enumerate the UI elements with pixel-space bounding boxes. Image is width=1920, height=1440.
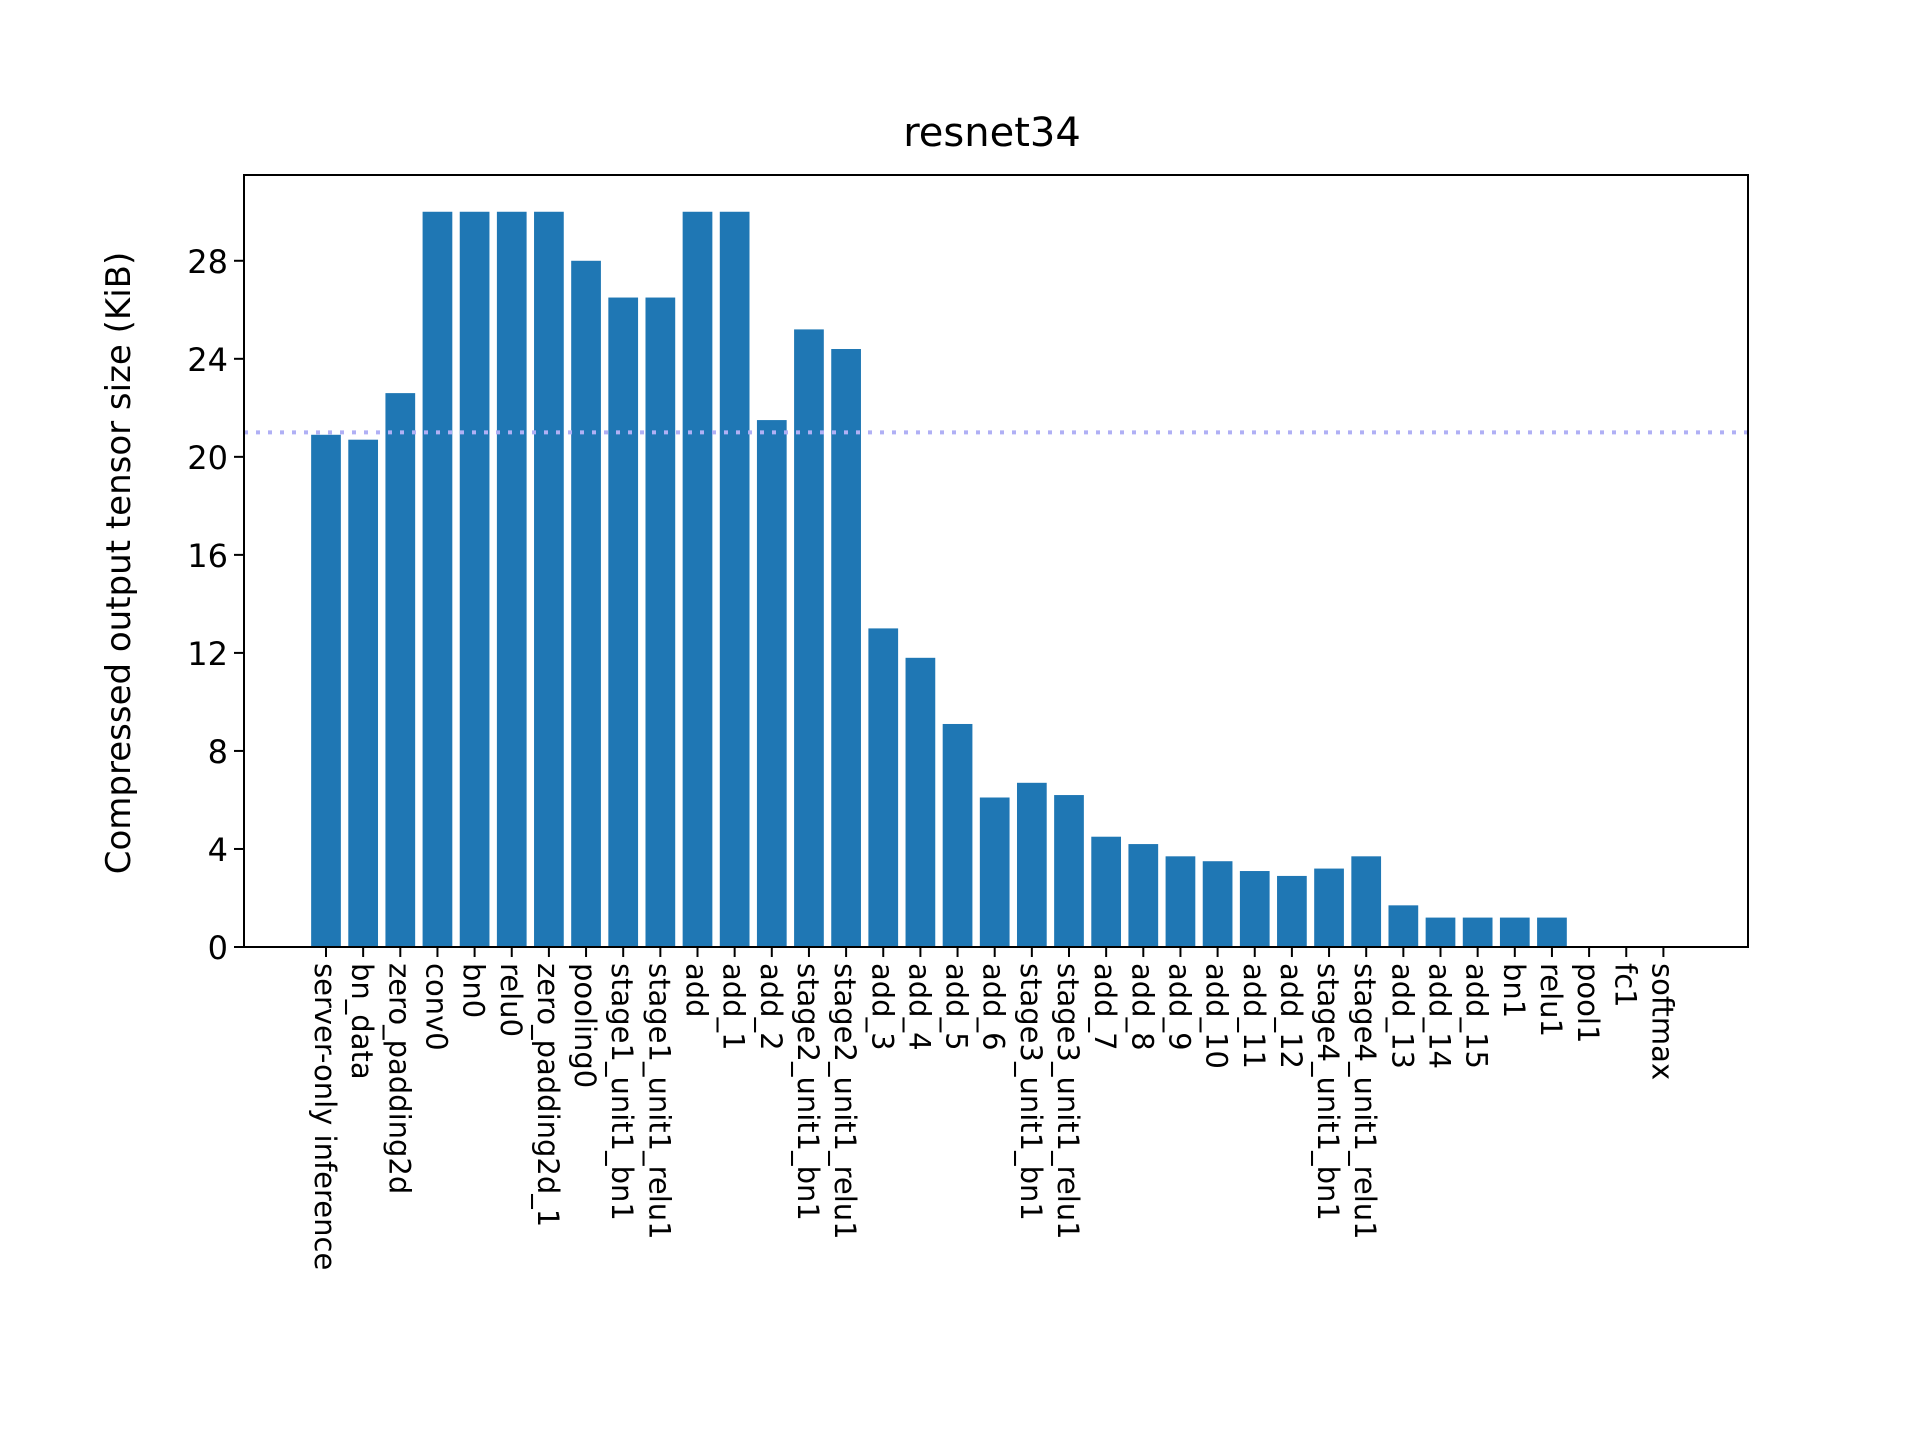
x-tick-label: add (680, 963, 714, 1018)
x-tick-label: zero_padding2d_1 (531, 963, 565, 1227)
bar-add_7 (1091, 836, 1122, 947)
x-tick-label: pool1 (1571, 963, 1605, 1043)
bar-conv0 (422, 211, 453, 947)
x-tick-label: add_7 (1088, 963, 1122, 1051)
x-tick-label: stage2_unit1_bn1 (791, 963, 825, 1221)
bar-bn_data (348, 439, 379, 947)
plot-area: 0 4 8 12 16 20 24 28 server-only inference bn_dat… (187, 174, 1749, 1270)
bar-relu0 (496, 211, 527, 947)
bar-add_12 (1277, 875, 1307, 947)
bar-stage1_unit1_relu1 (645, 297, 676, 947)
bar-add_15 (1462, 917, 1493, 947)
bar-stage4_unit1_relu1 (1351, 856, 1382, 947)
x-tick-label: stage4_unit1_relu1 (1348, 963, 1382, 1240)
chart-title: resnet34 (903, 110, 1081, 156)
x-tick-label: add_6 (977, 963, 1011, 1051)
bar-bn1 (1499, 917, 1530, 947)
x-tick-label: relu1 (1534, 963, 1568, 1037)
bar-add_9 (1165, 856, 1196, 947)
x-tick-label: pooling0 (568, 963, 602, 1088)
bar-add_8 (1128, 844, 1159, 947)
bar-stage3_unit1_relu1 (1054, 795, 1084, 947)
bar-stage2_unit1_bn1 (794, 329, 824, 947)
x-tick-label: bn_data (345, 963, 379, 1080)
bar-zero_padding2d_1 (534, 211, 564, 947)
bar-add_11 (1239, 871, 1270, 947)
x-tick-label: add_12 (1274, 963, 1308, 1069)
y-tick-label: 24 (187, 341, 228, 379)
bar-relu1 (1537, 917, 1567, 947)
y-tick-label: 4 (208, 831, 228, 869)
x-tick-label: add_14 (1423, 963, 1457, 1069)
bar-stage2_unit1_relu1 (831, 349, 861, 947)
x-tick-label: bn0 (457, 963, 491, 1018)
bar-add_4 (905, 657, 936, 947)
bar-stage3_unit1_bn1 (1016, 782, 1047, 947)
y-tick-label: 0 (208, 929, 228, 967)
bar-add_10 (1202, 861, 1233, 947)
bar-zero_padding2d (385, 393, 416, 947)
bar-stage4_unit1_bn1 (1314, 868, 1344, 947)
x-tick-label: server-only inference (308, 963, 342, 1270)
bar-add_1 (719, 211, 750, 947)
bar-server-only inference (311, 434, 341, 947)
plot-frame (243, 174, 1749, 948)
bar-add_5 (942, 723, 973, 947)
x-tick-label: add_1 (717, 963, 751, 1051)
bar-add_2 (756, 420, 787, 948)
x-tick-label: stage3_unit1_relu1 (1051, 963, 1085, 1240)
x-tick-label: stage3_unit1_bn1 (1014, 963, 1048, 1221)
y-tick-label: 16 (187, 537, 228, 575)
x-tick-label: bn1 (1497, 963, 1531, 1018)
bar-add_3 (868, 628, 899, 947)
x-tick-label: add_15 (1460, 963, 1494, 1069)
y-tick-label: 20 (187, 439, 228, 477)
x-tick-label: add_5 (940, 963, 974, 1051)
x-tick-label: stage1_unit1_bn1 (605, 963, 639, 1221)
x-tick-label: fc1 (1608, 963, 1642, 1008)
bar-bn0 (459, 211, 490, 947)
bar-add (682, 211, 713, 947)
x-tick-label: add_10 (1200, 963, 1234, 1069)
bar-add_13 (1388, 905, 1419, 947)
bar-add_6 (979, 797, 1010, 947)
x-tick-label: softmax (1645, 963, 1679, 1080)
bar-pooling0 (571, 260, 601, 947)
x-tick-label: zero_padding2d (382, 963, 416, 1194)
bar-add_14 (1425, 917, 1456, 947)
y-tick-label: 28 (187, 243, 228, 281)
x-tick-label: add_9 (1162, 963, 1196, 1051)
x-tick-label: add_2 (754, 963, 788, 1051)
y-tick-label: 8 (208, 733, 228, 771)
x-tick-label: stage1_unit1_relu1 (642, 963, 676, 1240)
bar-stage1_unit1_bn1 (608, 297, 639, 947)
x-tick-label: relu0 (494, 963, 528, 1037)
x-tick-label: add_8 (1125, 963, 1159, 1051)
x-tick-label: add_3 (865, 963, 899, 1051)
x-tick-label: add_11 (1237, 963, 1271, 1069)
x-tick-label: stage4_unit1_bn1 (1311, 963, 1345, 1221)
x-tick-label: add_4 (902, 963, 936, 1051)
y-tick-label: 12 (187, 635, 228, 673)
y-axis-label: Compressed output tensor size (KiB) (99, 252, 139, 875)
x-tick-label: stage2_unit1_relu1 (828, 963, 862, 1240)
x-tick-label: add_13 (1385, 963, 1419, 1069)
x-tick-label: conv0 (419, 963, 453, 1051)
